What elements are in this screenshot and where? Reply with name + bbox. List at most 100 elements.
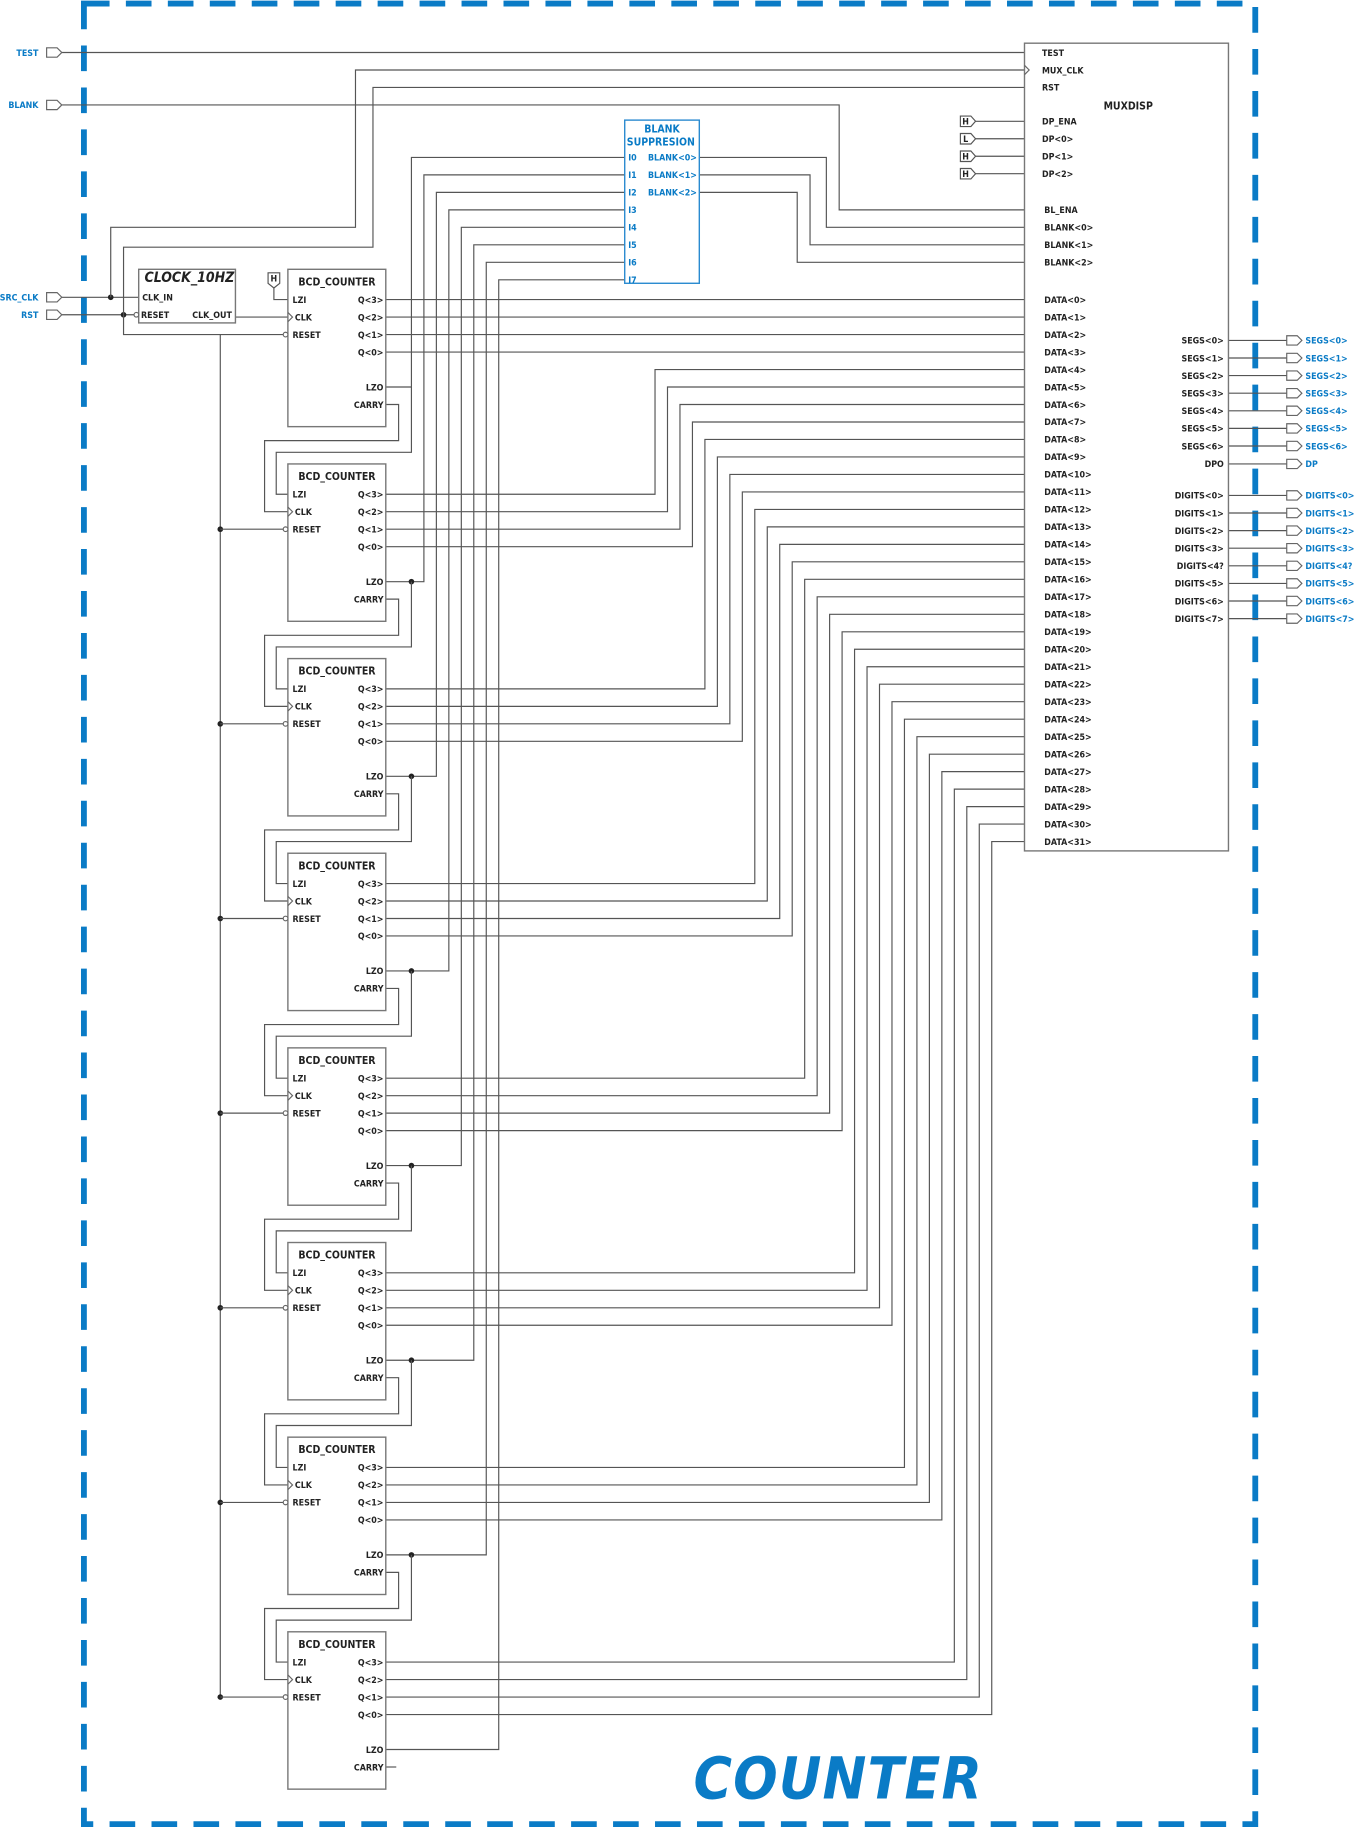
lzo-net-7[interactable] [385, 279, 625, 1751]
data-net-21[interactable] [385, 666, 1025, 1291]
blank2-net[interactable] [699, 191, 1025, 263]
lzo-to-lzi-net[interactable] [275, 970, 413, 1079]
pin-label: Q<1> [358, 1499, 384, 1509]
pin-label: Q<3> [358, 1658, 384, 1668]
data-net-18[interactable] [385, 613, 1025, 1114]
lzo-net-1[interactable] [385, 174, 625, 583]
data-net-12[interactable] [385, 508, 1025, 885]
output-port[interactable] [1286, 525, 1303, 536]
data-net-4[interactable] [385, 368, 1025, 495]
output-port-label: DIGITS<7> [1305, 615, 1354, 625]
data-net-25[interactable] [385, 736, 1025, 1486]
bcd-counter-title: BCD_COUNTER [298, 276, 376, 288]
data-net-7[interactable] [385, 421, 1025, 548]
data-net-20[interactable] [385, 648, 1025, 1274]
mux-clk-net[interactable] [110, 69, 1025, 298]
input-port-test[interactable] [46, 47, 63, 58]
data-net-16[interactable] [385, 578, 1025, 1079]
lzo-net-4[interactable] [385, 226, 625, 1167]
output-port[interactable] [1286, 440, 1303, 452]
output-port-label: DIGITS<0> [1305, 492, 1354, 502]
output-port[interactable] [1286, 335, 1303, 346]
bcd-counter-title: BCD_COUNTER [298, 1444, 376, 1456]
data-net-10[interactable] [385, 473, 1025, 725]
data-net-13[interactable] [385, 526, 1025, 902]
blank0-net[interactable] [699, 156, 1025, 228]
carry-to-clk-net[interactable] [263, 403, 400, 513]
output-port[interactable] [1286, 507, 1303, 519]
pin-label: CARRY [354, 1763, 384, 1773]
data-net-5[interactable] [385, 386, 1025, 513]
data-net-15[interactable] [385, 561, 1025, 937]
data-net-17[interactable] [385, 596, 1025, 1097]
input-port-blank[interactable] [46, 99, 63, 111]
blank-net[interactable] [61, 104, 1025, 211]
pin-label: DATA<19> [1044, 628, 1091, 638]
data-net-11[interactable] [385, 491, 1025, 742]
carry-to-clk-net[interactable] [263, 793, 400, 902]
inverter-bubble [282, 1110, 289, 1117]
clock-triangle-icon [1024, 64, 1030, 76]
pin-label: DIGITS<2> [1175, 527, 1224, 537]
output-port[interactable] [1286, 542, 1303, 554]
lzi-const-net[interactable] [273, 287, 288, 301]
lzo-to-lzi-net[interactable] [275, 581, 413, 690]
output-port[interactable] [1286, 423, 1303, 434]
output-port[interactable] [1286, 405, 1303, 417]
output-port-label: SEGS<2> [1305, 372, 1347, 382]
pin-label: RESET [141, 311, 170, 321]
lzo-net-0[interactable] [385, 156, 625, 388]
junction-dot [408, 773, 415, 780]
carry-to-clk-net[interactable] [263, 598, 400, 707]
pin-label: DATA<12> [1044, 506, 1091, 516]
lzo-net-6[interactable] [385, 261, 625, 1556]
input-port-src_clk[interactable] [46, 292, 63, 303]
data-net-26[interactable] [385, 753, 1025, 1504]
lzo-to-lzi-net[interactable] [275, 776, 413, 885]
output-port[interactable] [1286, 352, 1303, 364]
carry-to-clk-net[interactable] [263, 1571, 400, 1681]
data-net-22[interactable] [385, 683, 1025, 1309]
carry-to-clk-net[interactable] [263, 1182, 400, 1291]
carry-to-clk-net[interactable] [263, 987, 400, 1097]
output-port[interactable] [1286, 387, 1303, 399]
sheet-frame [81, 0, 1259, 1828]
pin-label: LZI [293, 296, 307, 306]
lzo-to-lzi-net[interactable] [275, 1554, 413, 1663]
data-net-27[interactable] [385, 771, 1025, 1521]
reset-net[interactable] [122, 314, 286, 336]
output-port[interactable] [1286, 578, 1303, 589]
output-port[interactable] [1286, 490, 1303, 501]
data-net-6[interactable] [385, 403, 1025, 530]
data-net-19[interactable] [385, 631, 1025, 1132]
data-net-29[interactable] [385, 806, 1025, 1681]
lzo-net-3[interactable] [385, 209, 625, 972]
blank1-net[interactable] [699, 174, 1025, 246]
carry-to-clk-net[interactable] [263, 1377, 400, 1486]
lzo-to-lzi-net[interactable] [275, 1165, 413, 1274]
inverter-bubble [282, 331, 289, 338]
output-port[interactable] [1286, 560, 1303, 572]
pin-label: DATA<24> [1044, 715, 1091, 725]
data-net-31[interactable] [385, 840, 1025, 1716]
pin-label: Q<1> [358, 1693, 384, 1703]
data-net-30[interactable] [385, 823, 1025, 1698]
data-net-8[interactable] [385, 438, 1025, 690]
output-port[interactable] [1286, 370, 1303, 381]
data-net-14[interactable] [385, 543, 1025, 920]
input-port-rst[interactable] [46, 309, 63, 321]
lzo-net-5[interactable] [385, 244, 625, 1361]
pin-label: BLANK<1> [1044, 241, 1093, 251]
data-net-23[interactable] [385, 701, 1025, 1326]
lzo-to-lzi-net[interactable] [275, 1360, 413, 1469]
output-port[interactable] [1286, 595, 1303, 607]
rst-to-mux-net[interactable] [122, 86, 1025, 315]
pin-label: I2 [628, 189, 637, 199]
data-net-24[interactable] [385, 718, 1025, 1469]
data-net-9[interactable] [385, 456, 1025, 707]
data-net-28[interactable] [385, 788, 1025, 1663]
lzo-to-lzi-net[interactable] [275, 387, 413, 495]
output-port[interactable] [1286, 458, 1303, 470]
output-port[interactable] [1286, 613, 1303, 624]
pin-label: LZI [293, 880, 307, 890]
